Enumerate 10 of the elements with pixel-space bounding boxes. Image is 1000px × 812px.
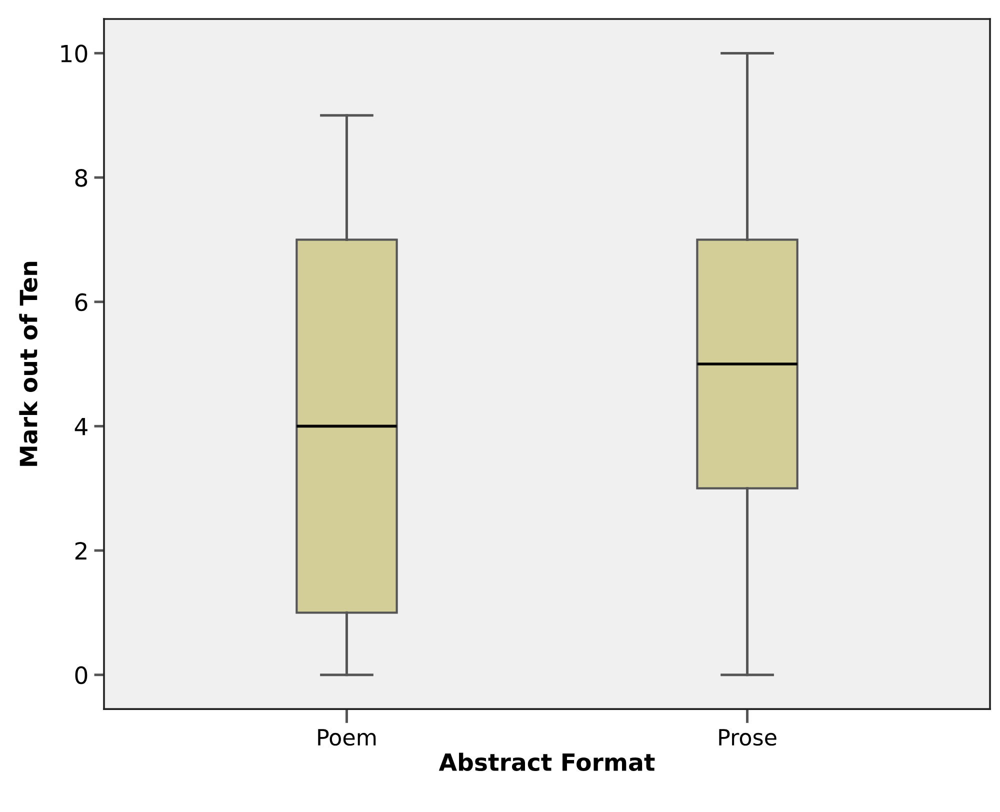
y-tick-label: 10 (61, 44, 88, 62)
y-tick-label: 6 (75, 293, 88, 312)
y-tick-label: 8 (75, 168, 88, 187)
x-tick-label: Prose (719, 729, 776, 746)
x-axis-title: Abstract Format (438, 752, 655, 772)
y-tick-label: 0 (75, 666, 88, 684)
y-axis-title: Mark out of Ten (19, 262, 38, 466)
y-tick-label: 4 (74, 418, 88, 436)
x-tick-label: Poem (318, 729, 376, 746)
y-tick-label: 2 (75, 542, 86, 560)
